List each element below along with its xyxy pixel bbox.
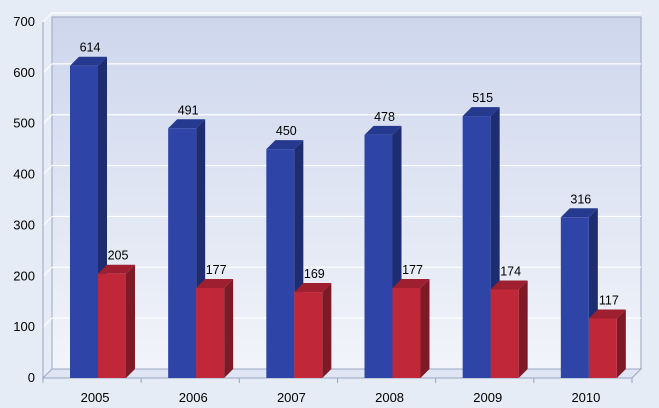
- bar-top-face: [98, 264, 135, 274]
- gridline-depth: [42, 114, 53, 125]
- bar-front-face: [560, 217, 589, 378]
- x-tick-label: 2009: [473, 390, 502, 405]
- data-label: 478: [374, 110, 395, 124]
- data-label: 177: [402, 263, 423, 277]
- bar-top-face: [392, 278, 430, 288]
- y-tick-label: 300: [13, 217, 35, 232]
- data-label: 491: [178, 103, 199, 117]
- y-tick-label: 500: [13, 116, 35, 131]
- data-label: 614: [80, 41, 101, 55]
- bar-front-face: [98, 273, 126, 378]
- bar-side-face: [322, 283, 332, 378]
- bar-side-face: [616, 309, 626, 378]
- bar-1-2008: [392, 278, 430, 378]
- bar-top-face: [196, 278, 234, 288]
- bar-front-face: [168, 128, 197, 378]
- bar-top-face: [588, 309, 626, 319]
- bar-side-face: [126, 264, 135, 378]
- bar-top-face: [560, 208, 598, 218]
- y-axis-ticks: 0 100 200 300 400 500 600 700: [13, 14, 35, 385]
- y-tick-label: 200: [13, 268, 35, 283]
- data-label: 515: [472, 91, 493, 105]
- bar-0-2009: [462, 107, 500, 378]
- gridline-depth: [42, 165, 53, 175]
- gridline-depth: [42, 12, 53, 23]
- plot-back-wall: [51, 16, 642, 370]
- x-tick-label: 2007: [277, 390, 306, 405]
- bar-side-face: [518, 280, 528, 378]
- data-label: 117: [599, 293, 619, 307]
- bar-top-face: [168, 119, 206, 129]
- y-tick-label: 100: [13, 319, 35, 334]
- data-label: 205: [108, 249, 129, 263]
- bar-top-face: [70, 56, 107, 66]
- bar-side-face: [224, 278, 234, 378]
- bar-front-face: [392, 287, 421, 378]
- bar-1-2010: [588, 309, 626, 378]
- bar-side-face: [420, 278, 430, 378]
- data-label: 450: [276, 124, 297, 138]
- bar-front-face: [364, 134, 393, 378]
- data-labels: 614 205 491 177 450 169 478 177 515 174 316 117: [80, 41, 619, 308]
- bar-1-2006: [196, 278, 234, 378]
- x-tick-label: 2006: [179, 390, 208, 405]
- x-tick-label: 2008: [375, 390, 404, 405]
- gridlines: [42, 12, 641, 328]
- y-tick-label: 400: [13, 167, 35, 182]
- bar-front-face: [294, 292, 323, 378]
- bar-1-2007: [294, 283, 332, 378]
- gridline-depth: [42, 317, 53, 328]
- bar-top-face: [294, 283, 332, 293]
- gridline-depth: [42, 216, 53, 226]
- bar-top-face: [266, 140, 304, 150]
- x-tick-label: 2005: [81, 390, 110, 405]
- y-tick-label: 600: [13, 65, 35, 80]
- bar-top-face: [364, 125, 402, 135]
- y-tick-label: 0: [28, 370, 35, 385]
- data-label: 316: [570, 192, 591, 206]
- bar-front-face: [70, 65, 98, 378]
- gridline-depth: [42, 63, 53, 74]
- bar-front-face: [266, 149, 295, 378]
- bar-front-face: [462, 116, 491, 378]
- bar-1-2009: [490, 280, 528, 378]
- bar-top-face: [462, 107, 500, 117]
- data-label: 174: [500, 265, 521, 279]
- data-label: 169: [304, 267, 325, 281]
- bar-top-face: [490, 280, 528, 290]
- x-axis-ticks: 2005 2006 2007 2008 2009 2010: [42, 378, 633, 405]
- bar-front-face: [588, 318, 617, 378]
- y-tick-label: 700: [13, 14, 35, 29]
- bars: [70, 56, 626, 378]
- bar-1-2005: [98, 264, 135, 378]
- data-label: 177: [206, 263, 227, 277]
- x-tick-label: 2010: [571, 390, 600, 405]
- bar-front-face: [490, 289, 519, 378]
- bar-front-face: [196, 287, 225, 378]
- gridline-depth: [42, 266, 53, 277]
